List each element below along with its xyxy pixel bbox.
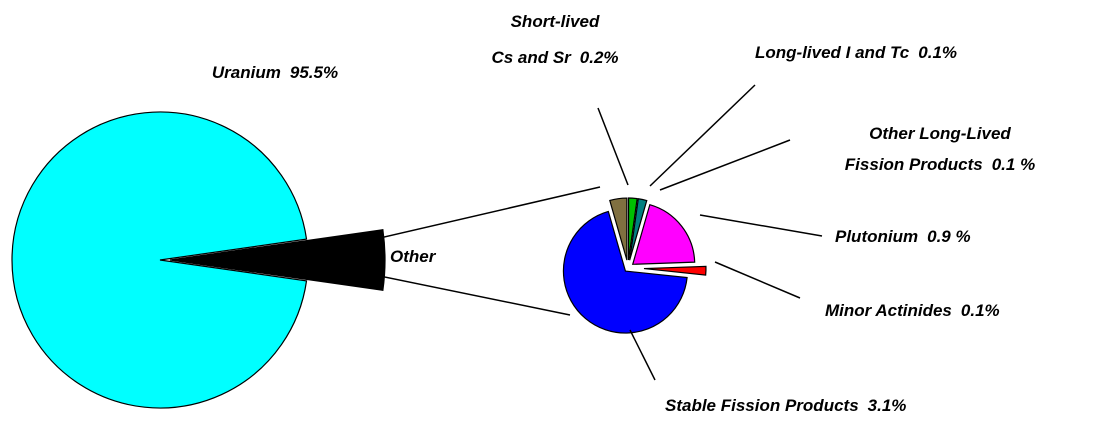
- pie-slice: [629, 198, 648, 261]
- category-name: Long-lived I and Tc: [755, 43, 910, 62]
- slice-label: Other: [390, 246, 470, 268]
- value-label: 0.1%: [918, 43, 958, 62]
- slice-label: Minor Actinides 0.1%: [825, 300, 1095, 322]
- category-name: Plutonium: [835, 227, 919, 246]
- value-label: 0.1 %: [991, 155, 1036, 174]
- leader-line: [659, 139, 791, 191]
- value-label: 95.5%: [289, 63, 339, 82]
- slice-label: Plutonium 0.9 %: [835, 226, 1035, 248]
- category-name: Other Long-Lived Fission Products: [844, 124, 1011, 174]
- value-label: 0.9 %: [927, 227, 971, 246]
- category-name: Uranium: [211, 63, 281, 82]
- slice-label: Short-lived Cs and Sr 0.2%: [455, 4, 655, 76]
- slice-label: Other Long-Lived Fission Products 0.1 %: [790, 118, 1090, 180]
- connector: [379, 186, 601, 239]
- category-name: Other: [390, 247, 436, 266]
- category-name: Stable Fission Products: [665, 396, 859, 415]
- connector: [379, 275, 571, 316]
- pie-slice: [631, 203, 696, 265]
- slice-label: Stable Fission Products 3.1%: [665, 395, 965, 417]
- leader-line: [629, 329, 656, 381]
- value-label: 0.1%: [960, 301, 1000, 320]
- leader-line: [714, 261, 801, 299]
- value-label: 3.1%: [867, 396, 907, 415]
- leader-line: [649, 84, 756, 187]
- category-name: Short-lived Cs and Sr: [491, 12, 600, 67]
- slice-label: Long-lived I and Tc 0.1%: [755, 42, 1095, 64]
- leader-line: [597, 107, 629, 186]
- pie-slice: [562, 210, 688, 334]
- leader-line: [699, 214, 823, 237]
- category-name: Minor Actinides: [825, 301, 952, 320]
- pie-slice: [609, 197, 628, 261]
- slice-label: Uranium 95.5%: [175, 62, 375, 84]
- value-label: 0.2%: [579, 48, 619, 67]
- pie-slice: [11, 111, 308, 409]
- pie-slice: [169, 229, 386, 291]
- pie-slice: [643, 265, 707, 276]
- pie-slice: [627, 197, 638, 261]
